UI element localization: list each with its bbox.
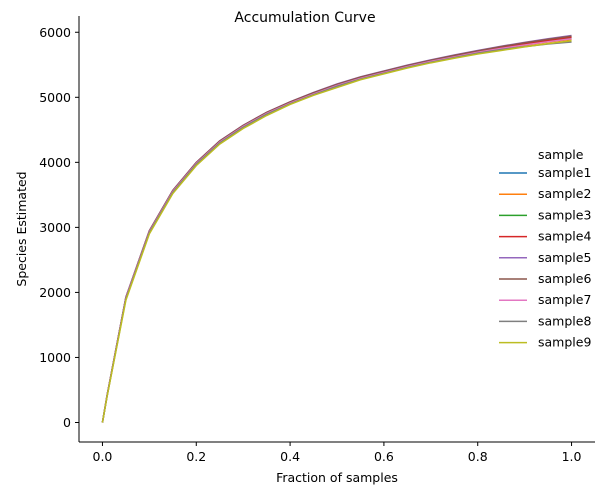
series-line-sample4 [101,36,572,423]
y-tick-label: 2000 [39,285,71,300]
series-lines [101,34,572,423]
x-axis-title: Fraction of samples [276,470,398,485]
series-line-sample1 [101,36,572,423]
y-tick-label: 0 [63,415,71,430]
series-line-sample5 [101,34,572,423]
legend-label-sample4: sample4 [538,229,591,244]
y-tick-label: 3000 [39,220,71,235]
y-tick-label: 5000 [39,90,71,105]
y-axis-ticks: 0 1000 2000 3000 4000 5000 6000 [39,25,79,430]
y-tick-label: 1000 [39,350,71,365]
series-line-sample2 [101,38,572,423]
legend-label-sample2: sample2 [538,186,591,201]
x-tick-label: 0.6 [374,449,394,464]
legend-label-sample1: sample1 [538,165,591,180]
legend-label-sample7: sample7 [538,292,591,307]
x-tick-label: 0.8 [468,449,488,464]
x-tick-label: 1.0 [562,449,582,464]
series-line-sample3 [101,37,572,423]
legend-label-sample8: sample8 [538,313,591,328]
series-line-sample9 [101,39,572,423]
legend-label-sample5: sample5 [538,250,591,265]
series-line-sample7 [101,38,572,423]
legend-label-sample3: sample3 [538,207,591,222]
y-tick-label: 6000 [39,25,71,40]
y-tick-label: 4000 [39,155,71,170]
chart-title: Accumulation Curve [234,10,375,26]
legend: sample sample1 sample2 sample3 sample4 sampl… [499,147,591,350]
series-line-sample8 [101,41,572,423]
y-axis-title: Species Estimated [14,171,29,286]
legend-label-sample9: sample9 [538,335,591,350]
x-axis-ticks: 0.0 0.2 0.4 0.6 0.8 1.0 [93,442,582,464]
legend-label-sample6: sample6 [538,271,591,286]
x-tick-label: 0.0 [93,449,113,464]
x-tick-label: 0.4 [280,449,300,464]
x-tick-label: 0.2 [186,449,206,464]
series-line-sample6 [101,35,572,423]
legend-title: sample [538,147,584,162]
